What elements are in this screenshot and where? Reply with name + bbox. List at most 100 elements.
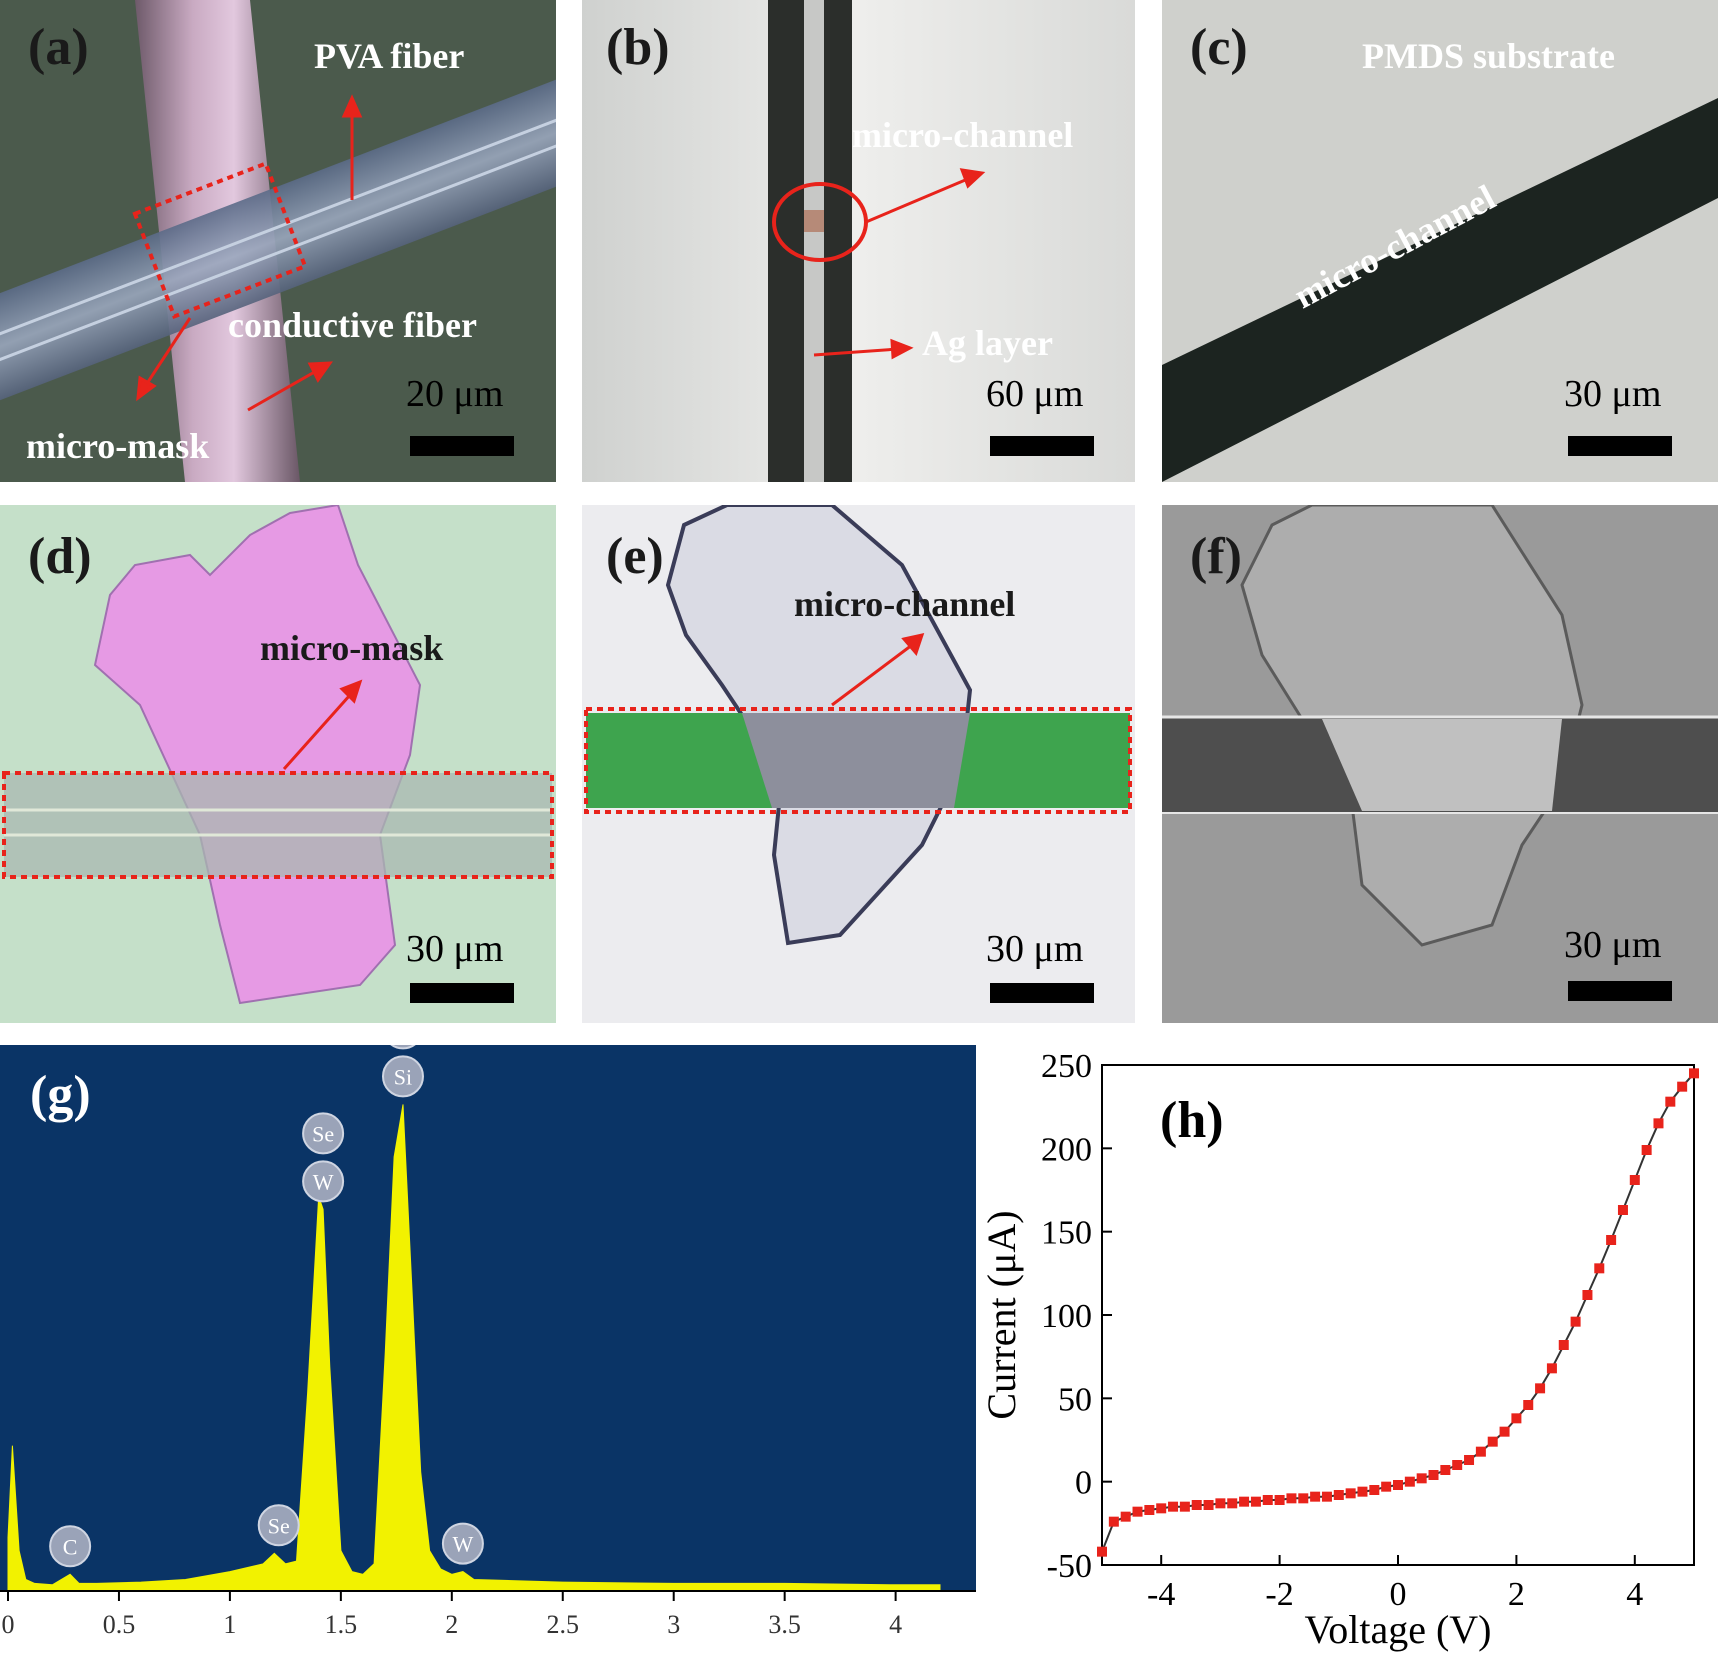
iv-data-point bbox=[1381, 1481, 1392, 1492]
panel-d-image bbox=[0, 505, 556, 1023]
panel-f-image bbox=[1162, 505, 1718, 1023]
eds-peak-marker bbox=[441, 1522, 484, 1565]
scale-label-c: 30 μm bbox=[1564, 373, 1662, 415]
iv-data-point bbox=[1274, 1495, 1285, 1505]
eds-x-tick-label: 3.5 bbox=[768, 1610, 801, 1639]
substrate-label: PMDS substrate bbox=[1362, 36, 1615, 76]
pva-fiber-label: PVA fiber bbox=[314, 36, 465, 76]
scale-label-a: 20 μm bbox=[406, 373, 504, 415]
eds-x-tick-label: 1.5 bbox=[325, 1610, 358, 1639]
panel-f-label: (f) bbox=[1190, 528, 1242, 585]
iv-data-point bbox=[1535, 1383, 1546, 1394]
micro-mask-box bbox=[132, 160, 308, 320]
eds-x-tick-label: 2 bbox=[445, 1610, 458, 1639]
eds-spectrum-area bbox=[7, 1104, 941, 1591]
iv-data-point bbox=[1120, 1511, 1131, 1522]
scale-label-e: 30 μm bbox=[986, 928, 1084, 970]
scale-bar-f bbox=[1568, 981, 1672, 1001]
scale-bar-d bbox=[410, 983, 514, 1003]
panel-e-micrograph: (e) micro-channel 30 μm bbox=[582, 505, 1135, 1023]
eds-peak-label: W bbox=[313, 1169, 334, 1194]
panel-e-label: (e) bbox=[606, 528, 664, 585]
iv-data-point bbox=[1156, 1503, 1167, 1514]
eds-peak-marker bbox=[49, 1525, 92, 1568]
iv-data-point bbox=[1511, 1413, 1522, 1424]
eds-peak-marker bbox=[302, 1160, 345, 1203]
iv-data-point bbox=[1404, 1476, 1415, 1487]
iv-x-tick-label: -4 bbox=[1147, 1576, 1175, 1613]
eds-spectrum-svg: CSeSeWWSiW 00.511.522.533.54 bbox=[0, 1045, 976, 1639]
iv-data-point bbox=[1653, 1118, 1664, 1129]
eds-peak-marker bbox=[381, 1055, 424, 1098]
panel-c-label: (c) bbox=[1190, 19, 1248, 76]
ag-layer-strip bbox=[804, 0, 824, 482]
panel-g-label: (g) bbox=[30, 1066, 91, 1123]
panel-b-label: (b) bbox=[606, 19, 670, 76]
ag-layer-label: Ag layer bbox=[922, 323, 1053, 363]
iv-data-point bbox=[1108, 1516, 1119, 1527]
panel-c-image bbox=[1162, 0, 1718, 482]
iv-y-tick-label: 150 bbox=[1041, 1215, 1092, 1252]
iv-data-point bbox=[1629, 1175, 1640, 1185]
iv-data-point bbox=[1428, 1470, 1439, 1480]
micro-channel-label-b: micro-channel bbox=[852, 115, 1074, 155]
fiber-region-d bbox=[4, 773, 552, 877]
panel-a-image bbox=[0, 0, 556, 482]
iv-y-tick-label: 200 bbox=[1041, 1131, 1092, 1168]
iv-data-point bbox=[1262, 1495, 1273, 1505]
eds-x-tick-label: 0.5 bbox=[103, 1610, 136, 1639]
panel-b-micrograph: (b) micro-channel Ag layer 60 μm bbox=[582, 0, 1135, 482]
iv-data-point bbox=[1558, 1340, 1569, 1350]
eds-peak-label: Se bbox=[312, 1121, 334, 1146]
iv-data-point bbox=[1499, 1426, 1510, 1437]
iv-y-tick-label: 0 bbox=[1075, 1465, 1092, 1502]
iv-data-point bbox=[1215, 1498, 1226, 1509]
iv-data-point bbox=[1594, 1263, 1605, 1274]
conductive-fiber bbox=[0, 56, 556, 423]
iv-data-point bbox=[1440, 1465, 1451, 1475]
iv-y-tick-label: 250 bbox=[1041, 1048, 1092, 1085]
micro-channel-bar-c bbox=[1162, 98, 1718, 482]
eds-peak-marker bbox=[390, 1045, 416, 1050]
iv-data-point bbox=[1570, 1316, 1581, 1327]
iv-data-point bbox=[1416, 1473, 1427, 1484]
iv-data-point bbox=[1250, 1496, 1261, 1507]
iv-data-point bbox=[1286, 1493, 1297, 1504]
iv-data-point bbox=[1475, 1446, 1486, 1457]
iv-data-point bbox=[1132, 1506, 1143, 1517]
dashed-box-d bbox=[2, 771, 554, 879]
panel-h-iv-chart: -4 -2 0 2 4 -50 0 50 100 150 200 250 Voltage (V) Cu… bbox=[980, 1045, 1718, 1658]
iv-x-tick-label: 2 bbox=[1508, 1576, 1525, 1613]
iv-data-point bbox=[1677, 1081, 1688, 1092]
iv-data-point bbox=[1298, 1493, 1309, 1504]
eds-x-tick-label: 1 bbox=[223, 1610, 236, 1639]
y-axis-title: Current (μA) bbox=[980, 1210, 1024, 1419]
scale-bar-e bbox=[990, 983, 1094, 1003]
eds-x-tick-label: 2.5 bbox=[547, 1610, 580, 1639]
panel-c-micrograph: (c) PMDS substrate micro-channel 30 μm bbox=[1162, 0, 1718, 482]
iv-data-point bbox=[1357, 1486, 1368, 1497]
conductive-fiber-label: conductive fiber bbox=[228, 305, 477, 345]
iv-data-point bbox=[1393, 1480, 1403, 1490]
panel-d-label: (d) bbox=[28, 528, 92, 585]
micro-mask-label: micro-mask bbox=[26, 426, 210, 466]
panel-f-micrograph: (f) 30 μm bbox=[1162, 505, 1718, 1023]
panel-d-micrograph: (d) micro-mask 30 μm bbox=[0, 505, 556, 1023]
panel-b-image bbox=[582, 0, 1135, 482]
panel-h-label: (h) bbox=[1160, 1092, 1224, 1149]
scale-bar-a bbox=[410, 436, 514, 456]
iv-data-point bbox=[1452, 1460, 1463, 1470]
iv-data-point bbox=[1665, 1096, 1676, 1107]
flake-d bbox=[93, 505, 422, 1005]
iv-data-point bbox=[1144, 1505, 1155, 1515]
iv-data-point bbox=[1203, 1500, 1214, 1510]
eds-peak-marker bbox=[302, 1112, 345, 1155]
iv-data-point bbox=[1227, 1498, 1238, 1509]
scale-label-b: 60 μm bbox=[986, 373, 1084, 415]
iv-y-tick-label: 100 bbox=[1041, 1298, 1092, 1335]
eds-peak-label: Si bbox=[394, 1064, 412, 1089]
iv-x-tick-label: -2 bbox=[1265, 1576, 1293, 1613]
dashed-box-e bbox=[584, 707, 1132, 814]
iv-data-point bbox=[1606, 1235, 1617, 1245]
iv-data-point bbox=[1546, 1363, 1557, 1374]
